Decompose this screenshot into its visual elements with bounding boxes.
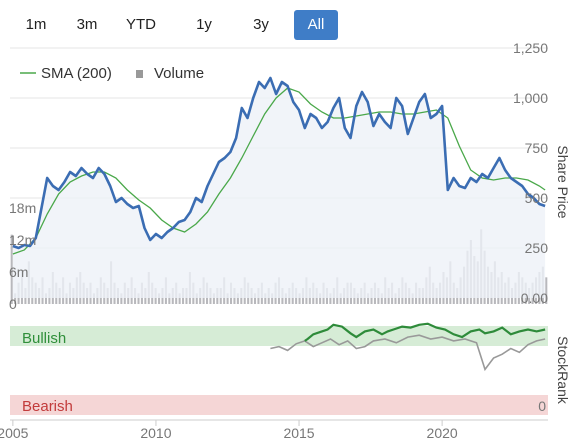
volume-bar bbox=[380, 293, 383, 304]
legend-sma-label[interactable]: SMA (200) bbox=[41, 65, 112, 82]
price-tick-label: 500 bbox=[525, 190, 549, 206]
bearish-label: Bearish bbox=[22, 398, 73, 415]
volume-bar bbox=[411, 293, 414, 304]
price-axis-title: Share Price bbox=[555, 145, 571, 218]
volume-bar bbox=[253, 293, 257, 304]
volume-bar bbox=[44, 293, 48, 304]
bullish-label: Bullish bbox=[22, 330, 66, 347]
volume-bar bbox=[10, 234, 13, 304]
volume-bar bbox=[137, 293, 140, 304]
x-tick-label: 2010 bbox=[140, 425, 171, 440]
volume-bar bbox=[356, 293, 359, 304]
volume-bar bbox=[195, 293, 198, 304]
share-price-line bbox=[12, 76, 546, 250]
volume-bar bbox=[394, 293, 397, 304]
range-button-all[interactable]: All bbox=[294, 10, 338, 40]
volume-bar bbox=[284, 293, 287, 304]
volume-bar bbox=[226, 293, 229, 304]
price-area-fill bbox=[12, 78, 546, 298]
volume-bar bbox=[545, 277, 548, 304]
volume-bar bbox=[298, 293, 301, 304]
volume-tick-label: 12m bbox=[9, 232, 36, 248]
volume-bar bbox=[178, 293, 181, 304]
stockrank-panel: Bullish Bearish 0 bbox=[10, 322, 548, 415]
volume-bar bbox=[329, 293, 332, 304]
series-lines bbox=[12, 76, 546, 255]
price-tick-label: 750 bbox=[525, 140, 549, 156]
bearish-band bbox=[10, 395, 548, 415]
range-selector: 1m 3m YTD 1y 3y All bbox=[14, 10, 338, 40]
legend: SMA (200) Volume bbox=[20, 65, 204, 82]
price-tick-label: 0.00 bbox=[521, 290, 548, 306]
x-tick-label: 2005 bbox=[0, 425, 29, 440]
volume-bar bbox=[168, 293, 171, 304]
price-tick-label: 250 bbox=[525, 240, 549, 256]
price-area bbox=[12, 78, 546, 298]
price-y-ticks: 0.00 250 500 750 1,000 1,250 bbox=[513, 40, 548, 306]
volume-bar bbox=[367, 293, 370, 304]
volume-tick-label: 0 bbox=[9, 296, 17, 312]
volume-bar bbox=[264, 293, 267, 304]
stockrank-zero-label: 0 bbox=[538, 398, 546, 414]
volume-bar bbox=[14, 293, 17, 304]
range-button-1m[interactable]: 1m bbox=[25, 16, 47, 33]
x-axis-ticks: 2005 2010 2015 2020 bbox=[0, 419, 548, 440]
volume-bar bbox=[236, 293, 239, 304]
volume-y-ticks: 0 6m 12m 18m bbox=[9, 200, 36, 312]
volume-tick-label: 6m bbox=[9, 264, 28, 280]
range-button-1y[interactable]: 1y bbox=[196, 16, 212, 33]
volume-bar bbox=[92, 293, 95, 304]
legend-volume-label[interactable]: Volume bbox=[154, 65, 204, 82]
legend-volume-swatch bbox=[136, 70, 143, 78]
stockrank-gray-line bbox=[270, 334, 546, 372]
range-button-3y[interactable]: 3y bbox=[253, 16, 269, 33]
stockrank-green-line bbox=[304, 322, 546, 342]
bullish-band bbox=[10, 326, 548, 346]
volume-bar bbox=[271, 293, 274, 304]
range-button-ytd[interactable]: YTD bbox=[126, 16, 156, 33]
x-tick-label: 2020 bbox=[427, 425, 458, 440]
price-tick-label: 1,250 bbox=[513, 40, 548, 56]
volume-bar bbox=[319, 293, 322, 304]
volume-bar bbox=[158, 293, 161, 304]
volume-tick-label: 18m bbox=[9, 200, 36, 216]
range-button-3m[interactable]: 3m bbox=[76, 16, 98, 33]
volume-bar bbox=[212, 293, 215, 304]
volume-bar bbox=[65, 293, 68, 304]
stockrank-axis-title: StockRank bbox=[555, 336, 571, 405]
x-tick-label: 2015 bbox=[283, 425, 314, 440]
volume-bar bbox=[339, 293, 342, 304]
price-tick-label: 1,000 bbox=[513, 90, 548, 106]
volume-bar bbox=[120, 293, 123, 304]
